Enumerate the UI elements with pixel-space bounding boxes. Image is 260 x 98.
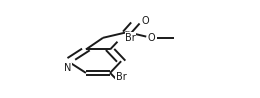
Text: Br: Br bbox=[125, 33, 136, 43]
Text: O: O bbox=[148, 33, 155, 43]
Text: O: O bbox=[141, 16, 149, 26]
Text: Br: Br bbox=[116, 72, 127, 82]
Text: N: N bbox=[64, 63, 72, 73]
